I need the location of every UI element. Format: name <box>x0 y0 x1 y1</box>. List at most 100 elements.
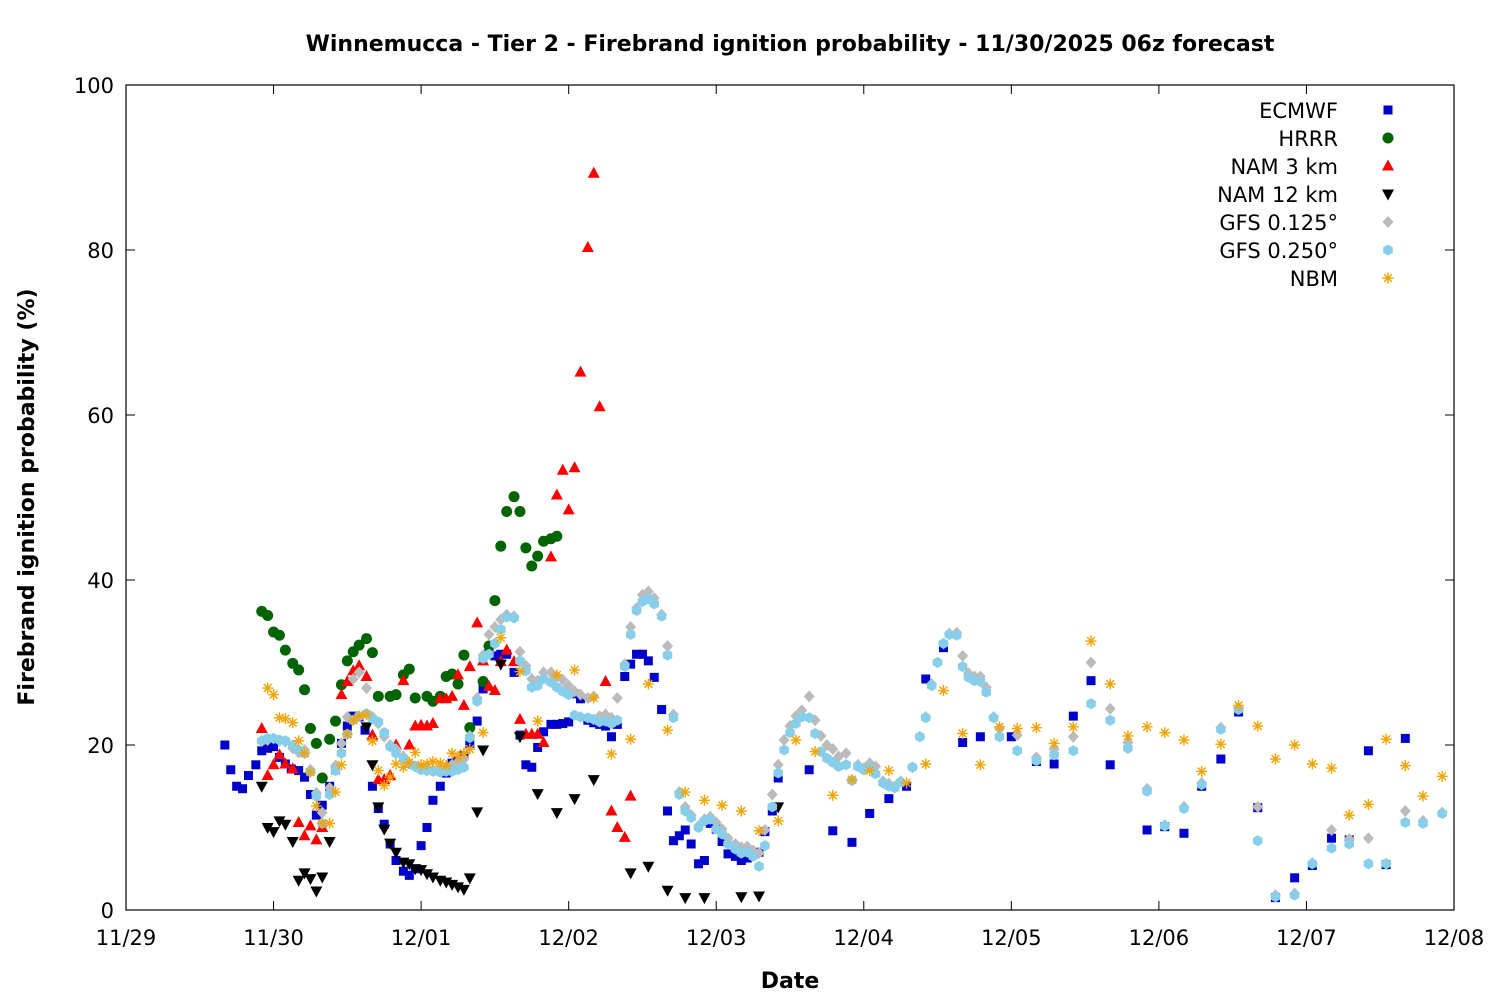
data-point <box>361 682 373 695</box>
data-point <box>748 850 758 862</box>
data-point <box>1344 838 1354 850</box>
data-point <box>316 772 328 784</box>
data-point <box>286 837 299 849</box>
data-point <box>482 679 495 691</box>
data-point <box>341 674 354 686</box>
data-point <box>717 828 727 840</box>
data-point <box>257 746 267 756</box>
data-point <box>785 727 795 739</box>
data-point <box>975 675 986 687</box>
data-point <box>901 777 913 789</box>
data-point <box>299 747 311 759</box>
data-point <box>686 839 696 849</box>
data-point <box>1306 758 1318 770</box>
data-point <box>347 714 359 726</box>
data-point <box>568 794 581 806</box>
legend-marker <box>1382 272 1394 284</box>
data-point <box>1160 820 1170 832</box>
data-point <box>605 748 617 760</box>
data-point <box>1417 790 1429 802</box>
data-point <box>1307 858 1318 870</box>
data-point <box>472 695 482 707</box>
data-point <box>791 718 801 730</box>
data-point <box>562 503 575 515</box>
data-point <box>384 771 396 783</box>
data-point <box>1363 858 1374 870</box>
data-point <box>705 813 716 825</box>
data-point <box>509 612 519 624</box>
data-point <box>243 771 253 781</box>
data-point <box>287 717 299 729</box>
data-point <box>335 759 347 771</box>
data-point <box>508 491 520 503</box>
data-point <box>513 732 526 744</box>
data-point <box>556 463 569 475</box>
data-point <box>679 893 692 905</box>
data-point <box>668 836 678 846</box>
data-point <box>988 712 999 724</box>
data-point <box>1363 746 1373 756</box>
data-point <box>452 668 464 680</box>
data-point <box>735 805 747 817</box>
data-point <box>255 781 268 793</box>
data-point <box>304 723 316 734</box>
data-point <box>797 711 807 723</box>
data-point <box>643 656 653 666</box>
legend-marker <box>1382 132 1394 144</box>
data-point <box>1142 785 1152 797</box>
data-point <box>311 790 322 802</box>
data-point <box>514 645 526 658</box>
data-point <box>994 731 1005 743</box>
data-point <box>267 827 280 839</box>
data-point <box>501 506 513 518</box>
data-point <box>421 758 433 770</box>
data-point <box>489 595 501 607</box>
data-point <box>459 761 469 773</box>
legend-label: NAM 12 km <box>1217 183 1338 207</box>
data-point <box>804 712 814 724</box>
data-point <box>514 666 526 678</box>
data-point <box>360 722 373 734</box>
data-point <box>255 722 268 733</box>
data-point <box>292 816 305 828</box>
data-point <box>367 781 377 791</box>
data-point <box>1031 755 1042 767</box>
data-point <box>336 747 347 759</box>
data-point <box>488 684 501 696</box>
data-point <box>1105 714 1115 726</box>
data-point <box>1006 732 1016 742</box>
data-point <box>532 680 543 692</box>
data-point <box>446 689 459 701</box>
data-point <box>385 741 395 753</box>
data-point <box>361 633 373 645</box>
data-point <box>397 761 409 773</box>
data-point <box>353 666 365 679</box>
data-point <box>261 769 274 781</box>
data-point <box>611 691 623 704</box>
data-point <box>742 853 752 863</box>
data-point <box>378 824 391 836</box>
data-point <box>1159 727 1171 739</box>
data-point <box>674 831 684 841</box>
y-tick-label: 80 <box>87 239 114 263</box>
data-point <box>428 765 438 777</box>
data-point <box>631 605 642 617</box>
data-point <box>496 624 506 635</box>
data-point <box>273 816 286 828</box>
data-point <box>723 849 733 859</box>
data-point <box>926 680 937 692</box>
data-point <box>391 856 401 865</box>
data-point <box>294 766 304 776</box>
data-point <box>520 542 532 554</box>
series-ecmwf <box>220 643 1410 903</box>
x-tick-label: 12/08 <box>1424 926 1485 950</box>
data-point <box>716 799 728 811</box>
data-point <box>317 800 327 810</box>
data-point <box>409 746 421 758</box>
data-point <box>951 629 962 641</box>
data-point <box>279 819 292 831</box>
data-point <box>341 728 353 740</box>
data-point <box>273 629 285 641</box>
data-point <box>1196 765 1208 777</box>
